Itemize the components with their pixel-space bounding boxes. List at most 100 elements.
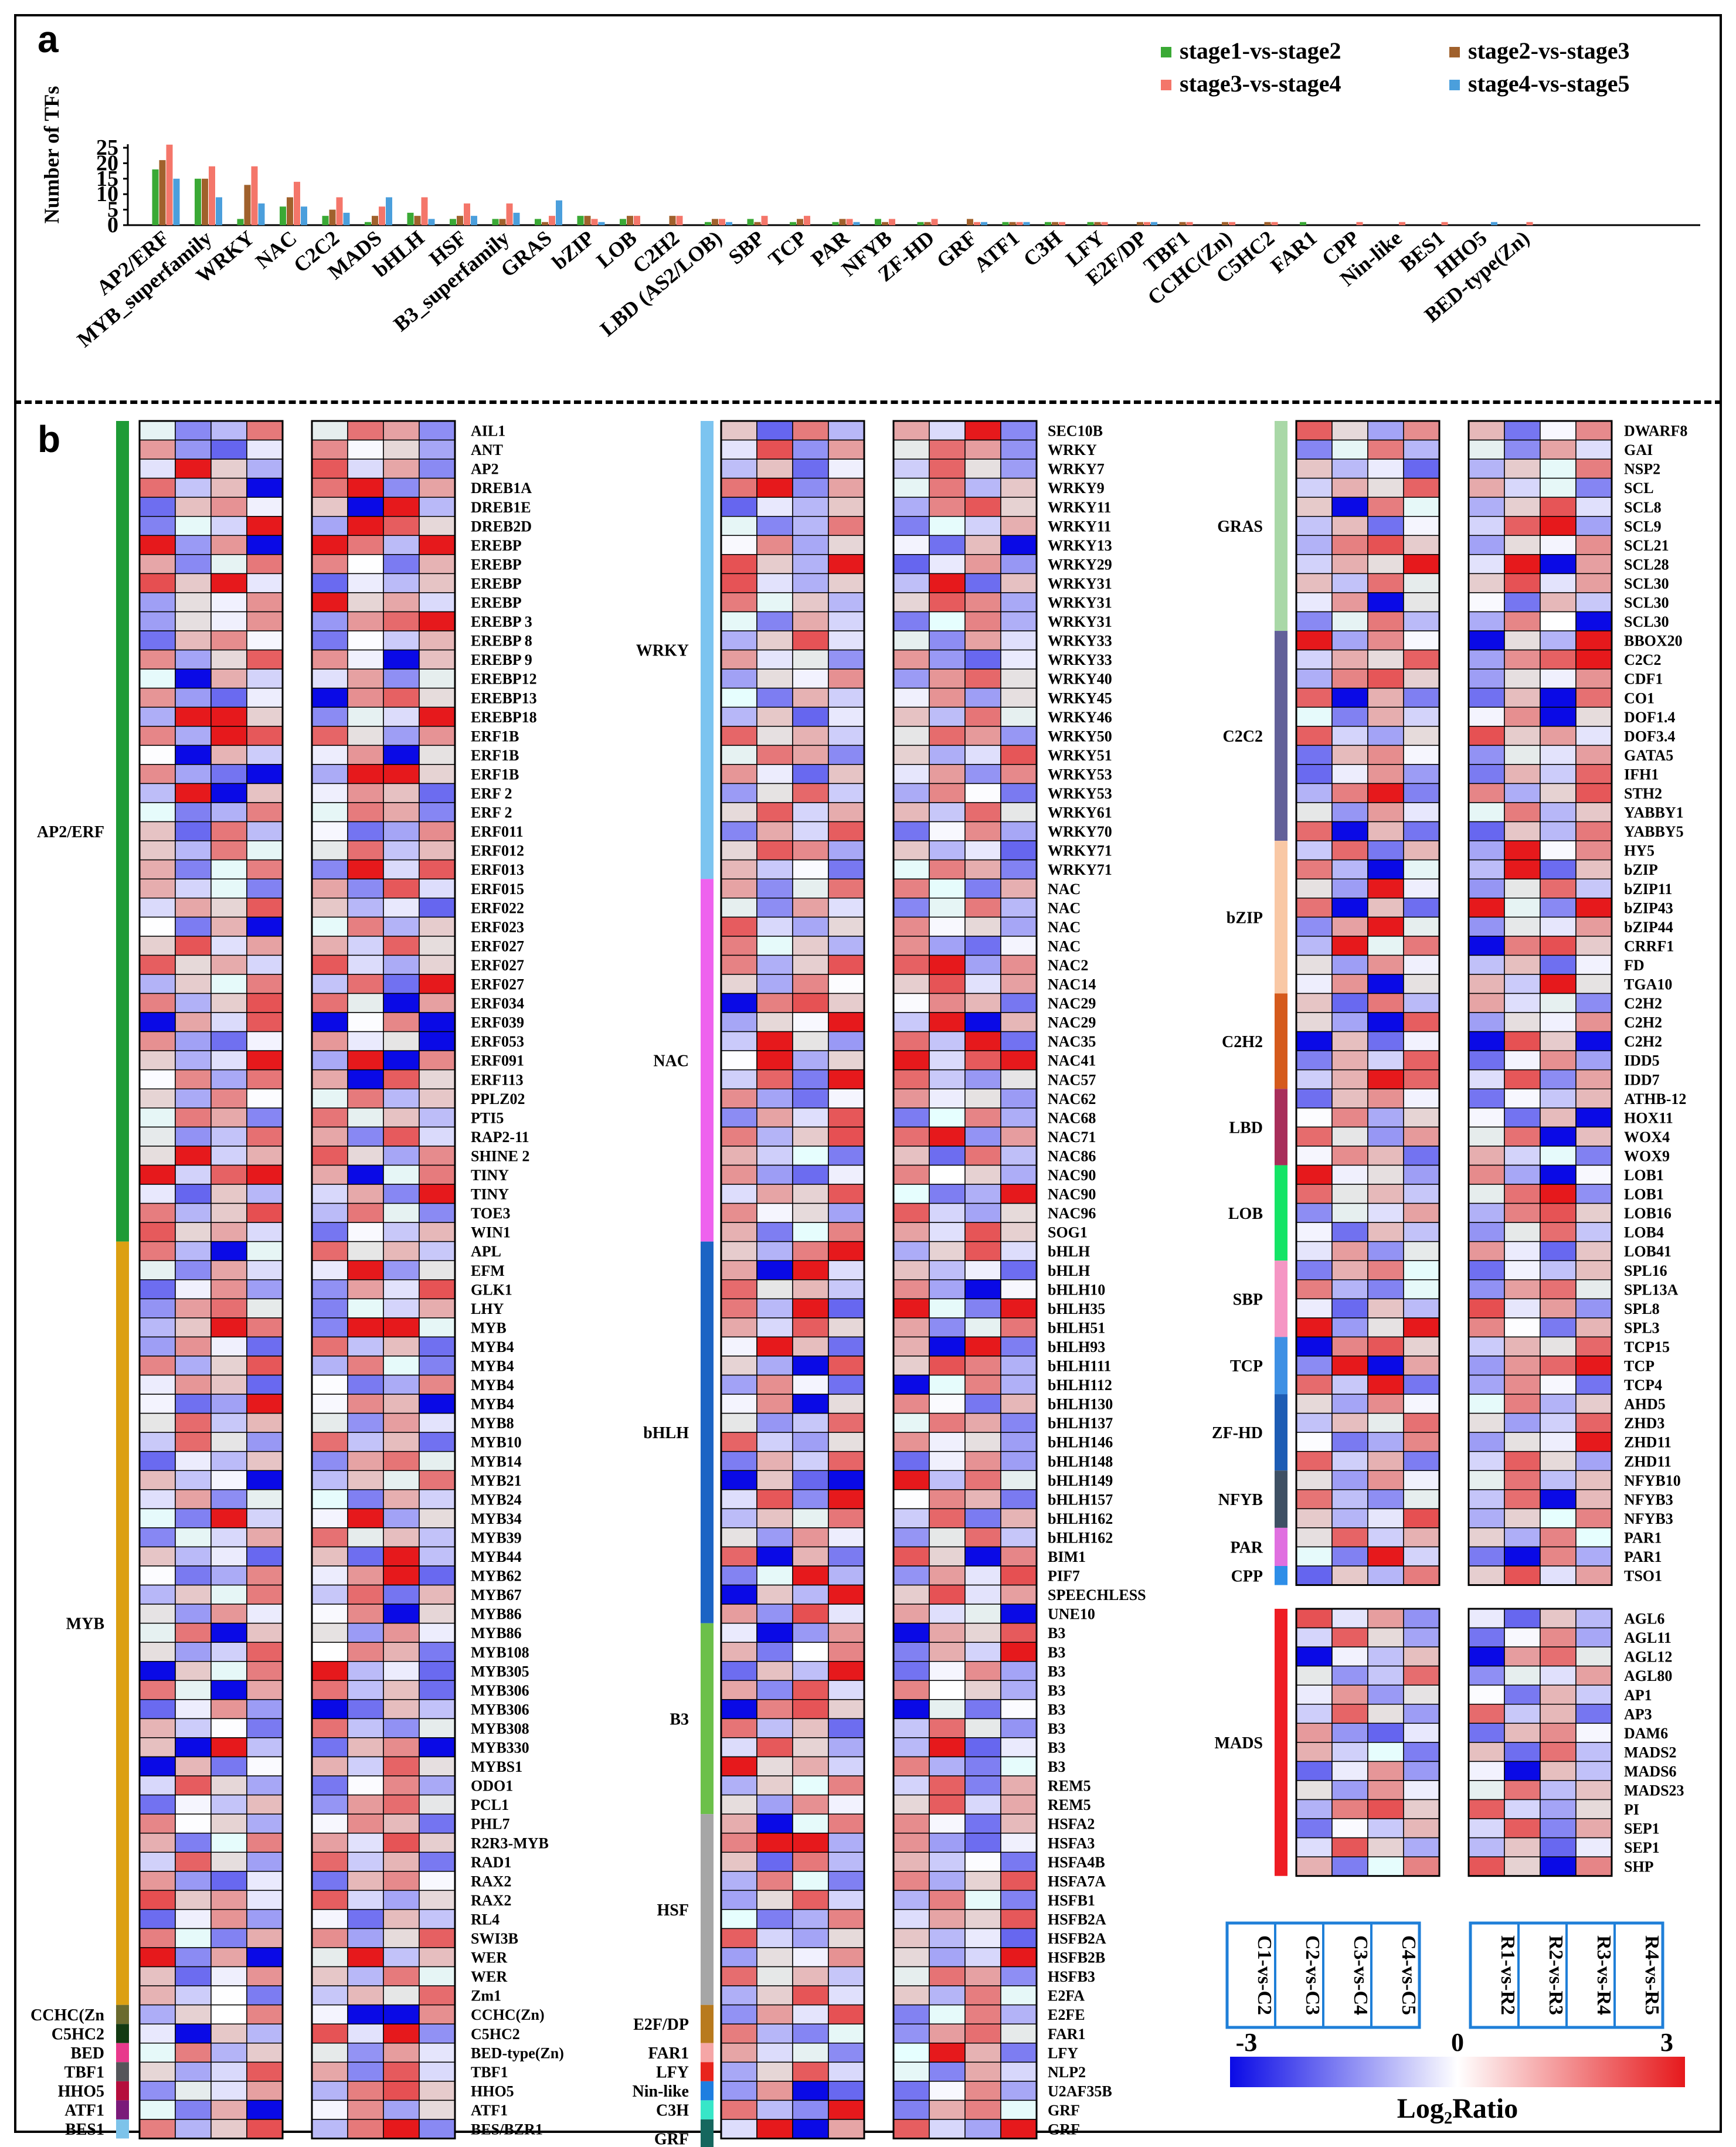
bar-stage2-vs-stage3 [712, 219, 718, 225]
heatmap-cell-r [311, 878, 348, 899]
family-label: SBP [1233, 1290, 1263, 1309]
heatmap-cell-c [210, 439, 247, 460]
heatmap-cell-r [1000, 1432, 1037, 1452]
heatmap-cell-r [1540, 1298, 1577, 1319]
heatmap-cell-c [828, 783, 865, 803]
heatmap-border-c [720, 420, 865, 2139]
heatmap-cell-c [1331, 1146, 1368, 1166]
heatmap-cell-r [1575, 592, 1612, 613]
gene-label: C5HC2 [471, 2026, 520, 2043]
heatmap-cell-r [383, 840, 420, 861]
heatmap-cell-c [828, 1069, 865, 1089]
heatmap-cell-r [964, 1050, 1001, 1071]
heatmap-cell-c [756, 1794, 793, 1815]
heatmap-cell-r [383, 1279, 420, 1300]
heatmap-cell-c [721, 1947, 757, 1968]
heatmap-cell-r [1468, 840, 1505, 861]
heatmap-cell-c [1403, 1470, 1440, 1490]
comparison-r-label: R1-vs-R2 [1497, 1935, 1518, 2015]
heatmap-cell-r [929, 649, 966, 670]
heatmap-cell-r [929, 1527, 966, 1548]
heatmap-cell-c [210, 1356, 247, 1376]
heatmap-cell-r [311, 1680, 348, 1700]
heatmap-cell-r [1000, 1604, 1037, 1624]
heatmap-cell-c [139, 2061, 176, 2082]
heatmap-cell-r [964, 1527, 1001, 1548]
gene-label: MADS23 [1624, 1782, 1684, 1799]
heatmap-cell-r [893, 1928, 930, 1948]
heatmap-cell-c [139, 1813, 176, 1834]
heatmap-cell-c [175, 1279, 212, 1300]
heatmap-cell-r [419, 1164, 456, 1185]
heatmap-cell-c [721, 630, 757, 651]
heatmap-cell-c [792, 1852, 829, 1872]
heatmap-cell-r [1468, 1031, 1505, 1051]
bar-stage3-vs-stage4 [549, 216, 555, 225]
heatmap-cell-r [964, 1298, 1001, 1319]
heatmap-cell-r [1468, 1012, 1505, 1032]
heatmap-cell-c [1403, 630, 1440, 651]
heatmap-cell-c [1367, 439, 1404, 460]
heatmap-cell-r [1504, 1146, 1541, 1166]
heatmap-cell-r [1540, 1761, 1577, 1781]
heatmap-cell-r [964, 1470, 1001, 1490]
heatmap-cell-r [1468, 1799, 1505, 1819]
heatmap-cell-r [1575, 687, 1612, 708]
heatmap-cell-r [964, 1909, 1001, 1929]
bar-stage3-vs-stage4 [209, 166, 215, 225]
heatmap-cell-r [893, 1737, 930, 1758]
heatmap-cell-r [1504, 1202, 1541, 1223]
heatmap-cell-r [1504, 497, 1541, 517]
heatmap-cell-r [1575, 1546, 1612, 1567]
heatmap-cell-c [246, 840, 283, 861]
heatmap-cell-r [311, 535, 348, 555]
heatmap-cell-c [1403, 1202, 1440, 1223]
heatmap-cell-c [175, 1642, 212, 1662]
heatmap-cell-c [210, 1126, 247, 1147]
heatmap-cell-c [246, 783, 283, 803]
heatmap-cell-c [1331, 1050, 1368, 1071]
gene-label: WRKY9 [1048, 480, 1105, 497]
heatmap-cell-c [210, 1661, 247, 1681]
heatmap-cell-r [964, 439, 1001, 460]
gene-label: SCL8 [1624, 499, 1662, 516]
heatmap-cell-c [246, 1890, 283, 1910]
heatmap-cell-c [246, 1241, 283, 1261]
heatmap-cell-r [1540, 497, 1577, 517]
gene-label: SEP1 [1624, 1839, 1660, 1856]
heatmap-cell-c [1296, 687, 1333, 708]
heatmap-cell-r [1540, 1202, 1577, 1223]
heatmap-cell-c [721, 1546, 757, 1567]
heatmap-cell-r [419, 1184, 456, 1204]
heatmap-cell-r [419, 1909, 456, 1929]
heatmap-cell-r [1000, 1661, 1037, 1681]
heatmap-cell-r [383, 2043, 420, 2063]
heatmap-cell-r [893, 1508, 930, 1528]
heatmap-cell-c [139, 954, 176, 975]
heatmap-cell-c [792, 1450, 829, 1471]
heatmap-cell-r [1504, 1818, 1541, 1839]
gene-label: RL4 [471, 1911, 500, 1928]
heatmap-cell-r [1468, 1394, 1505, 1414]
heatmap-cell-c [139, 1584, 176, 1605]
heatmap-cell-c [210, 1394, 247, 1414]
heatmap-cell-r [311, 764, 348, 784]
heatmap-cell-r [1504, 1279, 1541, 1300]
heatmap-cell-r [964, 2100, 1001, 2120]
heatmap-cell-c [175, 1432, 212, 1452]
heatmap-cell-c [1296, 1565, 1333, 1586]
heatmap-cell-r [929, 497, 966, 517]
heatmap-cell-r [1540, 1856, 1577, 1877]
heatmap-cell-r [893, 1832, 930, 1853]
heatmap-cell-r [311, 2004, 348, 2024]
heatmap-cell-c [756, 1184, 793, 1204]
heatmap-cell-r [1540, 878, 1577, 899]
heatmap-cell-c [1296, 1761, 1333, 1781]
heatmap-cell-c [175, 1241, 212, 1261]
heatmap-cell-r [311, 1222, 348, 1242]
heatmap-cell-r [419, 1412, 456, 1433]
heatmap-cell-r [893, 516, 930, 536]
heatmap-cell-r [893, 1584, 930, 1605]
gene-label: MADS2 [1624, 1744, 1677, 1761]
